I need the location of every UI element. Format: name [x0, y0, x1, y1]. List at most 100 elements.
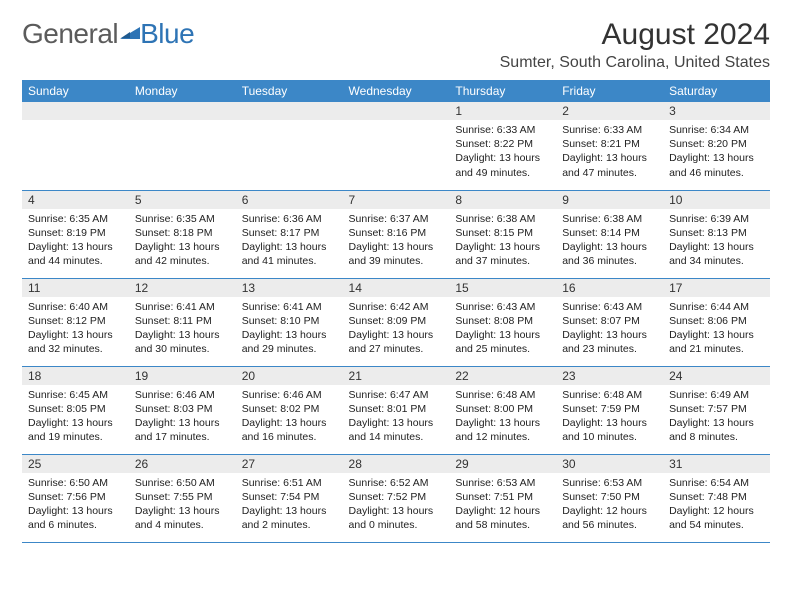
weekday-header: Friday: [556, 80, 663, 102]
day-dl1: Daylight: 13 hours: [28, 416, 123, 430]
day-ss: Sunset: 8:08 PM: [455, 314, 550, 328]
day-sr: Sunrise: 6:41 AM: [242, 300, 337, 314]
day-details: Sunrise: 6:49 AMSunset: 7:57 PMDaylight:…: [663, 385, 770, 449]
day-number: 30: [556, 455, 663, 473]
day-number: 20: [236, 367, 343, 385]
calendar-day-cell: 30Sunrise: 6:53 AMSunset: 7:50 PMDayligh…: [556, 454, 663, 542]
day-ss: Sunset: 8:05 PM: [28, 402, 123, 416]
day-dl2: and 14 minutes.: [349, 430, 444, 444]
day-dl1: Daylight: 13 hours: [135, 240, 230, 254]
day-sr: Sunrise: 6:45 AM: [28, 388, 123, 402]
day-sr: Sunrise: 6:46 AM: [242, 388, 337, 402]
day-dl2: and 23 minutes.: [562, 342, 657, 356]
day-number: 31: [663, 455, 770, 473]
day-sr: Sunrise: 6:46 AM: [135, 388, 230, 402]
day-dl2: and 34 minutes.: [669, 254, 764, 268]
day-sr: Sunrise: 6:38 AM: [455, 212, 550, 226]
day-ss: Sunset: 7:59 PM: [562, 402, 657, 416]
calendar-day-cell: 18Sunrise: 6:45 AMSunset: 8:05 PMDayligh…: [22, 366, 129, 454]
day-number: 10: [663, 191, 770, 209]
calendar-day-cell: 6Sunrise: 6:36 AMSunset: 8:17 PMDaylight…: [236, 190, 343, 278]
day-ss: Sunset: 8:19 PM: [28, 226, 123, 240]
calendar-day-cell: 14Sunrise: 6:42 AMSunset: 8:09 PMDayligh…: [343, 278, 450, 366]
calendar-day-cell: 8Sunrise: 6:38 AMSunset: 8:15 PMDaylight…: [449, 190, 556, 278]
day-dl1: Daylight: 12 hours: [562, 504, 657, 518]
day-details: Sunrise: 6:33 AMSunset: 8:22 PMDaylight:…: [449, 120, 556, 184]
day-dl1: Daylight: 13 hours: [135, 328, 230, 342]
day-sr: Sunrise: 6:53 AM: [562, 476, 657, 490]
day-dl2: and 41 minutes.: [242, 254, 337, 268]
calendar-day-cell: [343, 102, 450, 190]
day-dl1: Daylight: 13 hours: [455, 240, 550, 254]
day-dl1: Daylight: 13 hours: [669, 416, 764, 430]
calendar-day-cell: 13Sunrise: 6:41 AMSunset: 8:10 PMDayligh…: [236, 278, 343, 366]
day-number: 15: [449, 279, 556, 297]
day-dl2: and 36 minutes.: [562, 254, 657, 268]
calendar-day-cell: 29Sunrise: 6:53 AMSunset: 7:51 PMDayligh…: [449, 454, 556, 542]
day-number: 18: [22, 367, 129, 385]
day-dl1: Daylight: 13 hours: [669, 240, 764, 254]
day-number: 24: [663, 367, 770, 385]
calendar-week-row: 4Sunrise: 6:35 AMSunset: 8:19 PMDaylight…: [22, 190, 770, 278]
day-sr: Sunrise: 6:41 AM: [135, 300, 230, 314]
day-dl1: Daylight: 13 hours: [455, 151, 550, 165]
day-number: 3: [663, 102, 770, 120]
day-details: Sunrise: 6:46 AMSunset: 8:02 PMDaylight:…: [236, 385, 343, 449]
day-dl1: Daylight: 13 hours: [669, 328, 764, 342]
day-sr: Sunrise: 6:40 AM: [28, 300, 123, 314]
day-details: Sunrise: 6:36 AMSunset: 8:17 PMDaylight:…: [236, 209, 343, 273]
day-details: Sunrise: 6:51 AMSunset: 7:54 PMDaylight:…: [236, 473, 343, 537]
calendar-day-cell: 24Sunrise: 6:49 AMSunset: 7:57 PMDayligh…: [663, 366, 770, 454]
day-details: Sunrise: 6:48 AMSunset: 7:59 PMDaylight:…: [556, 385, 663, 449]
day-dl1: Daylight: 13 hours: [349, 416, 444, 430]
day-dl2: and 16 minutes.: [242, 430, 337, 444]
day-dl1: Daylight: 13 hours: [28, 504, 123, 518]
day-details: Sunrise: 6:45 AMSunset: 8:05 PMDaylight:…: [22, 385, 129, 449]
calendar-day-cell: 21Sunrise: 6:47 AMSunset: 8:01 PMDayligh…: [343, 366, 450, 454]
day-sr: Sunrise: 6:35 AM: [135, 212, 230, 226]
day-sr: Sunrise: 6:54 AM: [669, 476, 764, 490]
calendar-day-cell: 16Sunrise: 6:43 AMSunset: 8:07 PMDayligh…: [556, 278, 663, 366]
calendar-day-cell: 31Sunrise: 6:54 AMSunset: 7:48 PMDayligh…: [663, 454, 770, 542]
weekday-header: Sunday: [22, 80, 129, 102]
day-ss: Sunset: 7:55 PM: [135, 490, 230, 504]
calendar-week-row: 11Sunrise: 6:40 AMSunset: 8:12 PMDayligh…: [22, 278, 770, 366]
day-dl2: and 47 minutes.: [562, 166, 657, 180]
day-dl1: Daylight: 13 hours: [242, 504, 337, 518]
brand-left: General: [22, 18, 118, 50]
calendar-day-cell: 17Sunrise: 6:44 AMSunset: 8:06 PMDayligh…: [663, 278, 770, 366]
day-dl2: and 49 minutes.: [455, 166, 550, 180]
day-details: Sunrise: 6:33 AMSunset: 8:21 PMDaylight:…: [556, 120, 663, 184]
day-ss: Sunset: 8:18 PM: [135, 226, 230, 240]
day-dl2: and 19 minutes.: [28, 430, 123, 444]
day-ss: Sunset: 8:00 PM: [455, 402, 550, 416]
day-dl1: Daylight: 13 hours: [135, 416, 230, 430]
calendar-day-cell: 26Sunrise: 6:50 AMSunset: 7:55 PMDayligh…: [129, 454, 236, 542]
weekday-header: Thursday: [449, 80, 556, 102]
day-number: 17: [663, 279, 770, 297]
day-dl1: Daylight: 12 hours: [455, 504, 550, 518]
day-sr: Sunrise: 6:50 AM: [28, 476, 123, 490]
location-line: Sumter, South Carolina, United States: [500, 54, 770, 72]
weekday-header-row: Sunday Monday Tuesday Wednesday Thursday…: [22, 80, 770, 102]
month-title: August 2024: [500, 18, 770, 52]
day-details: [22, 120, 129, 127]
day-details: Sunrise: 6:40 AMSunset: 8:12 PMDaylight:…: [22, 297, 129, 361]
day-ss: Sunset: 8:22 PM: [455, 137, 550, 151]
day-ss: Sunset: 8:14 PM: [562, 226, 657, 240]
day-dl2: and 4 minutes.: [135, 518, 230, 532]
day-ss: Sunset: 7:48 PM: [669, 490, 764, 504]
day-dl2: and 0 minutes.: [349, 518, 444, 532]
day-ss: Sunset: 8:09 PM: [349, 314, 444, 328]
day-ss: Sunset: 8:21 PM: [562, 137, 657, 151]
day-dl1: Daylight: 13 hours: [349, 240, 444, 254]
calendar-day-cell: 9Sunrise: 6:38 AMSunset: 8:14 PMDaylight…: [556, 190, 663, 278]
calendar-day-cell: 10Sunrise: 6:39 AMSunset: 8:13 PMDayligh…: [663, 190, 770, 278]
day-sr: Sunrise: 6:38 AM: [562, 212, 657, 226]
day-number: 13: [236, 279, 343, 297]
day-dl1: Daylight: 13 hours: [455, 416, 550, 430]
day-dl1: Daylight: 13 hours: [135, 504, 230, 518]
day-dl1: Daylight: 13 hours: [242, 416, 337, 430]
day-details: Sunrise: 6:50 AMSunset: 7:56 PMDaylight:…: [22, 473, 129, 537]
day-details: Sunrise: 6:42 AMSunset: 8:09 PMDaylight:…: [343, 297, 450, 361]
